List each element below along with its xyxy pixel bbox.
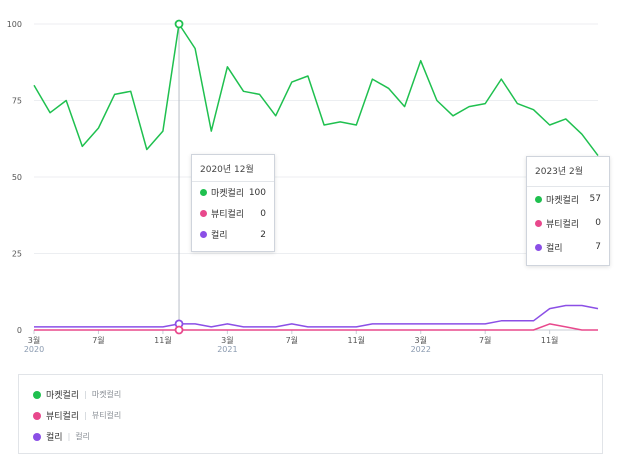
tooltip-series-value: 100 [248, 187, 266, 198]
x-tick-label: 11월 [541, 335, 559, 345]
x-tick-label: 3월 [415, 335, 427, 345]
x-tick-label: 3월 [221, 335, 233, 345]
legend-item-market-kurly[interactable]: 마켓컬리 | 마켓컬리 [19, 384, 602, 405]
series-dot-icon [535, 195, 542, 203]
tooltip-series-value: 0 [595, 218, 601, 228]
series-line-2 [34, 304, 599, 328]
y-tick-label: 0 [17, 326, 22, 335]
tooltip-series-name: 컬리 [211, 231, 228, 241]
y-tick-label: 50 [12, 173, 22, 182]
tooltip-series-name: 뷰티컬리 [211, 210, 245, 220]
y-tick-label: 25 [12, 250, 22, 259]
series-dot-icon [535, 219, 542, 227]
tooltip-2020-12: 2020년 12월 마켓컬리 100 뷰티컬리 0 컬리 2 [191, 154, 275, 252]
x-tick-label: 11월 [154, 335, 172, 345]
legend-label: 뷰티컬리 [46, 412, 80, 422]
series-line-1 [34, 323, 598, 331]
x-tick-label: 11월 [348, 335, 366, 345]
tooltip-series-value: 0 [260, 208, 266, 219]
y-tick-label: 100 [7, 20, 22, 29]
x-tick-label: 3월 [28, 335, 40, 345]
series-dot-icon [200, 231, 207, 238]
x-tick-year-label: 2020 [24, 345, 44, 354]
series-dot-icon [535, 243, 542, 251]
legend-separator: | [67, 432, 71, 441]
legend-dot-icon [33, 432, 41, 441]
tooltip-row-market-kurly: 마켓컬리 57 [527, 187, 609, 211]
series-dot-icon [200, 189, 207, 196]
hover-point-marker [174, 325, 184, 335]
tooltip-series-value: 2 [260, 229, 266, 240]
legend-keyword: 뷰티컬리 [91, 411, 122, 420]
x-tick-label: 7월 [92, 335, 104, 345]
tooltip-row-beauty-kurly: 뷰티컬리 0 [192, 203, 274, 224]
legend-keyword: 컬리 [75, 432, 90, 441]
x-tick-label: 7월 [479, 335, 491, 345]
series-dot-icon [200, 210, 207, 217]
tooltip-series-name: 컬리 [546, 243, 563, 254]
tooltip-series-name: 마켓컬리 [546, 195, 580, 206]
tooltip-row-beauty-kurly: 뷰티컬리 0 [527, 211, 609, 235]
legend-item-kurly[interactable]: 컬리 | 컬리 [19, 426, 602, 447]
legend-label: 마켓컬리 [46, 391, 80, 401]
tooltip-row-kurly: 컬리 2 [192, 224, 274, 245]
tooltip-2023-02: 2023년 2월 마켓컬리 57 뷰티컬리 0 컬리 7 [526, 156, 610, 266]
tooltip-title: 2023년 2월 [527, 157, 609, 187]
legend-separator: | [84, 390, 87, 399]
tooltip-row-market-kurly: 마켓컬리 100 [192, 182, 274, 203]
tooltip-series-value: 57 [589, 194, 601, 204]
legend-item-beauty-kurly[interactable]: 뷰티컬리 | 뷰티컬리 [19, 405, 602, 426]
x-tick-label: 7월 [286, 335, 298, 345]
y-tick-label: 75 [12, 97, 22, 106]
x-tick-year-label: 2022 [411, 345, 431, 354]
legend-dot-icon [33, 390, 41, 399]
legend-dot-icon [33, 411, 41, 420]
legend-separator: | [84, 411, 87, 420]
tooltip-series-name: 마켓컬리 [211, 189, 245, 199]
legend-label: 컬리 [46, 433, 63, 443]
tooltip-row-kurly: 컬리 7 [527, 235, 609, 259]
hover-point-marker [174, 19, 184, 29]
series-line-0 [33, 23, 599, 157]
legend-keyword: 마켓컬리 [91, 390, 122, 399]
x-tick-year-label: 2021 [217, 345, 237, 354]
tooltip-series-name: 뷰티컬리 [546, 219, 580, 230]
tooltip-title: 2020년 12월 [192, 155, 274, 182]
tooltip-series-value: 7 [595, 242, 601, 252]
chart-legend: 마켓컬리 | 마켓컬리 뷰티컬리 | 뷰티컬리 컬리 | 컬리 [18, 374, 603, 454]
